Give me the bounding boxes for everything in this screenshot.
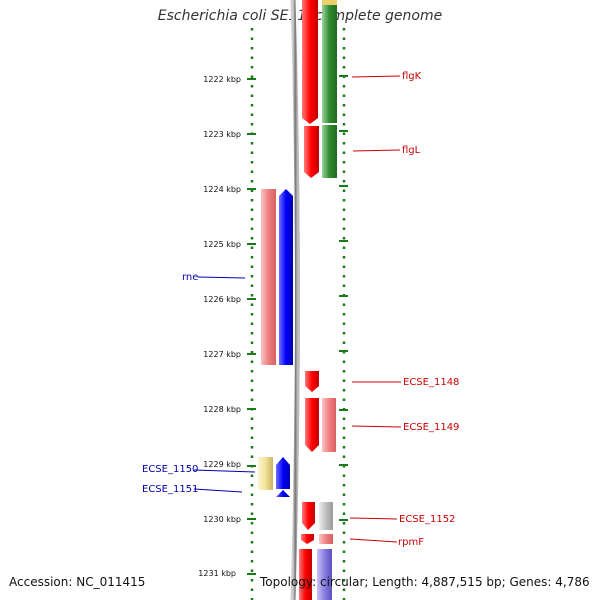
gene-next-red-bar[interactable] — [299, 549, 312, 600]
gene-leaders — [193, 75, 402, 543]
feature-yellow-bar[interactable] — [258, 457, 273, 490]
tick-label: 1226 kbp — [203, 295, 241, 304]
feature-purple-bar[interactable] — [317, 549, 332, 600]
feature-green-bar[interactable] — [322, 0, 337, 178]
tick-label: 1230 kbp — [203, 515, 241, 524]
gene-label-ECSE_1152[interactable]: ECSE_1152 — [399, 514, 455, 525]
scale-labels: 1222 kbp 1223 kbp 1224 kbp 1225 kbp 1226… — [198, 75, 241, 578]
forward-strand-features — [299, 0, 337, 600]
leader-ECSE_1149 — [351, 425, 402, 428]
tick-label: 1223 kbp — [203, 130, 241, 139]
tick-label: 1231 kbp — [198, 569, 236, 578]
gene-label-rpmF[interactable]: rpmF — [398, 537, 424, 548]
gene-label-flgL[interactable]: flgL — [402, 145, 421, 156]
feature-gray-bar[interactable] — [319, 502, 333, 530]
gene-label-ECSE_1148[interactable]: ECSE_1148 — [403, 377, 459, 388]
leader-ECSE_1151 — [193, 488, 243, 493]
feature-green-top — [322, 0, 337, 5]
accession-text: Accession: NC_011415 — [9, 575, 146, 589]
tick-label: 1229 kbp — [203, 460, 241, 469]
feature-pink-small[interactable] — [319, 534, 333, 544]
leader-rne — [197, 276, 246, 279]
gene-rpmF-arrow[interactable] — [301, 534, 314, 544]
feature-pink-bar[interactable] — [322, 398, 336, 452]
gene-ECSE_1150-arrow[interactable] — [276, 457, 290, 489]
tick-label: 1227 kbp — [203, 350, 241, 359]
gene-rne-arrow[interactable] — [279, 189, 293, 365]
gene-label-rne[interactable]: rne — [182, 272, 198, 283]
tick-label: 1222 kbp — [203, 75, 241, 84]
gene-ECSE_1149-arrow[interactable] — [305, 398, 319, 452]
genome-backbone — [290, 0, 300, 600]
reverse-strand-features — [258, 189, 293, 497]
gene-label-ECSE_1150[interactable]: ECSE_1150 — [142, 464, 198, 475]
gene-ECSE_1148-arrow[interactable] — [305, 371, 319, 392]
gene-label-ECSE_1149[interactable]: ECSE_1149 — [403, 422, 459, 433]
gene-label-ECSE_1151[interactable]: ECSE_1151 — [142, 484, 198, 495]
leader-ECSE_1150 — [193, 469, 256, 473]
scale-ticks — [247, 75, 348, 575]
gene-labels: flgK flgL rne ECSE_1148 ECSE_1149 ECSE_1… — [142, 71, 459, 548]
tick-label: 1224 kbp — [203, 185, 241, 194]
leader-rpmF — [349, 538, 398, 543]
gene-ECSE_1151-arrow[interactable] — [276, 490, 290, 497]
gene-flgK-arrow[interactable] — [302, 0, 318, 124]
leader-flgK — [351, 75, 401, 78]
tick-label: 1228 kbp — [203, 405, 241, 414]
gene-label-flgK[interactable]: flgK — [402, 71, 422, 82]
topology-text: Topology: circular; Length: 4,887,515 bp… — [260, 575, 590, 589]
gene-flgL-arrow[interactable] — [304, 126, 319, 178]
feature-pink-tall[interactable] — [261, 189, 276, 365]
map-title: Escherichia coli SE11, complete genome — [157, 8, 443, 24]
gene-ECSE_1152-arrow[interactable] — [302, 502, 315, 530]
leader-flgL — [352, 149, 401, 152]
tick-label: 1225 kbp — [203, 240, 241, 249]
leader-ECSE_1152 — [349, 517, 398, 520]
